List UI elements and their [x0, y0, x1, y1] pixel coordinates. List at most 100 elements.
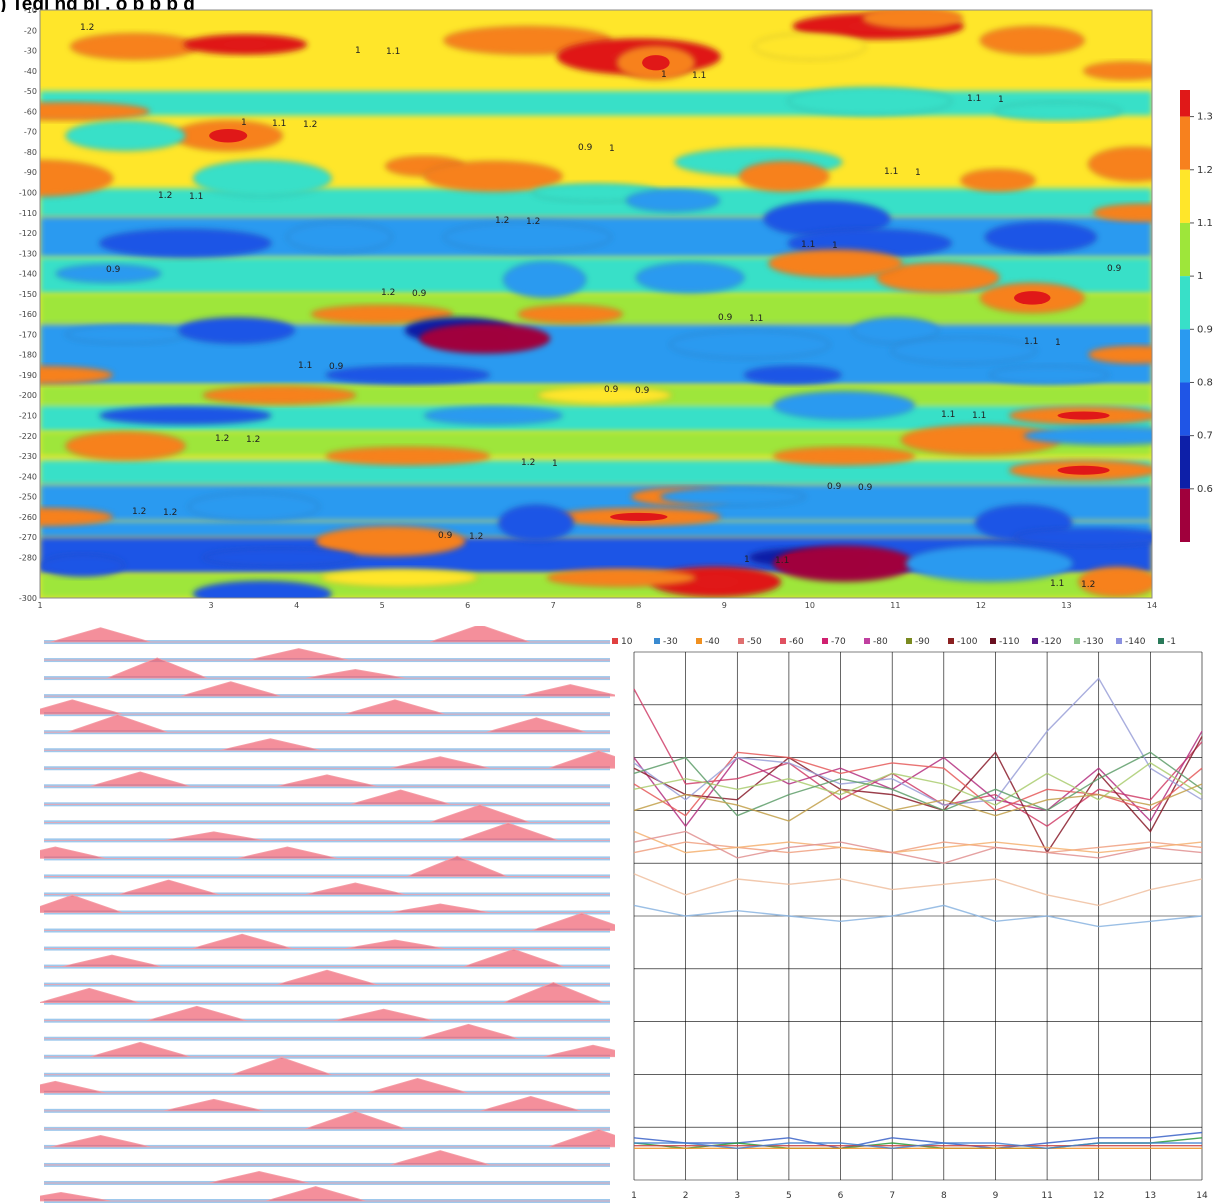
legend-label: -50	[747, 637, 762, 647]
stack-row	[44, 1023, 610, 1041]
x-tick-label: 8	[941, 1191, 947, 1201]
colorbar-tick-label: 1.3	[1197, 112, 1213, 123]
x-tick-label: 9	[722, 601, 727, 610]
x-tick-label: 5	[380, 601, 385, 610]
y-tick-label: -150	[19, 290, 37, 299]
stack-area	[44, 681, 615, 697]
contour-label: 1.1	[1050, 579, 1064, 589]
contour-blob	[65, 431, 186, 461]
y-tick-label: -50	[24, 87, 37, 96]
series-line	[633, 751, 1203, 817]
x-tick-label: 6	[838, 1191, 844, 1201]
colorbar-tick-label: 1.1	[1197, 218, 1213, 229]
stack-area	[40, 982, 610, 1004]
contour-band	[40, 460, 1152, 485]
contour-label: 1.1	[189, 192, 203, 202]
contour-label: 1.1	[972, 411, 986, 421]
legend-swatch	[654, 638, 660, 644]
contour-label: 1.1	[386, 47, 400, 57]
contour-blob	[994, 102, 1122, 121]
contour-label: 1.2	[526, 217, 540, 227]
stack-row	[44, 738, 610, 753]
contour-label: 1.2	[163, 508, 177, 518]
contour-blob	[41, 554, 125, 577]
x-axis-ticks: 1 3 4 5 6 7 8 9 10 11 12 13 14	[37, 601, 1157, 610]
stack-area	[44, 1005, 610, 1022]
stack-area	[44, 948, 610, 967]
x-tick-label: 10	[805, 601, 815, 610]
colorbar-tick-label: 1	[1197, 271, 1203, 282]
stack-area	[44, 1041, 615, 1058]
plot-frame	[39, 9, 1153, 599]
contour-blob	[989, 365, 1110, 385]
contour-blob	[498, 504, 574, 542]
y-tick-label: -100	[19, 188, 37, 197]
contour-blob	[546, 568, 697, 587]
contour-core	[610, 512, 668, 521]
contour-label: 1.2	[80, 23, 94, 33]
stack-row	[44, 750, 615, 771]
contour-label: 1.1	[692, 71, 706, 81]
x-tick-label: 13	[1061, 601, 1071, 610]
stack-row	[44, 969, 610, 987]
colorbar-segment	[1180, 435, 1190, 489]
stack-area	[44, 648, 610, 661]
stack-area	[44, 1150, 610, 1166]
contour-label: 1	[1055, 338, 1061, 348]
legend-label: -1	[1167, 637, 1176, 647]
contour-blob	[320, 568, 478, 587]
legend-label: -70	[831, 637, 846, 647]
contour-label: 1	[661, 70, 667, 80]
colorbar-segment	[1180, 276, 1190, 330]
legend-swatch	[612, 638, 618, 644]
y-tick-label: -20	[24, 26, 37, 35]
contour-blob	[635, 262, 745, 293]
figure-caption: ) Tegi ng pl , o p p p g	[0, 0, 195, 12]
contour-blob	[40, 365, 114, 385]
contour-blob	[424, 406, 563, 425]
contour-core	[819, 555, 869, 572]
y-tick-label: -180	[19, 351, 37, 360]
colorbar-tick-label: 0.9	[1197, 324, 1213, 335]
contour-label: 1	[915, 168, 921, 178]
x-tick-label: 7	[551, 601, 556, 610]
stack-row	[40, 846, 610, 861]
x-tick-label: 1	[37, 601, 42, 610]
legend-swatch	[990, 638, 996, 644]
contour-label: 0.9	[438, 531, 453, 541]
legend-swatch	[1032, 638, 1038, 644]
y-tick-label: -230	[19, 452, 37, 461]
contour-blob	[1092, 203, 1152, 223]
x-tick-label: 6	[465, 601, 470, 610]
contour-blob	[905, 545, 1074, 582]
stack-row	[40, 982, 610, 1005]
stack-row	[44, 948, 610, 969]
contour-blob	[315, 525, 466, 557]
contour-label: 0.9	[718, 313, 733, 323]
colorbar-tick-label: 0.7	[1197, 431, 1213, 442]
contour-blob	[286, 221, 393, 253]
contour-label: 0.9	[106, 265, 121, 275]
stack-area	[44, 822, 610, 841]
contour-blob	[669, 330, 831, 359]
contour-blobs	[40, 10, 1152, 598]
stack-area	[44, 771, 610, 787]
colorbar-segment	[1180, 382, 1190, 436]
stack-row	[44, 933, 610, 951]
contour-blob	[743, 365, 842, 385]
stack-row	[44, 1111, 610, 1131]
series-line	[633, 830, 1203, 864]
y-tick-label: -220	[19, 432, 37, 441]
y-tick-label: -240	[19, 472, 37, 481]
contour-core	[461, 331, 508, 346]
y-tick-label: -160	[19, 310, 37, 319]
x-tick-label: 12	[976, 601, 986, 610]
contour-blob	[424, 161, 563, 192]
contour-blob	[768, 249, 903, 278]
contour-blob	[192, 580, 332, 598]
contour-blob	[773, 391, 916, 420]
stack-area	[44, 1171, 610, 1184]
contour-core	[692, 575, 739, 589]
contour-label: 1	[355, 46, 361, 56]
colorbar-tick-label: 0.8	[1197, 377, 1213, 388]
